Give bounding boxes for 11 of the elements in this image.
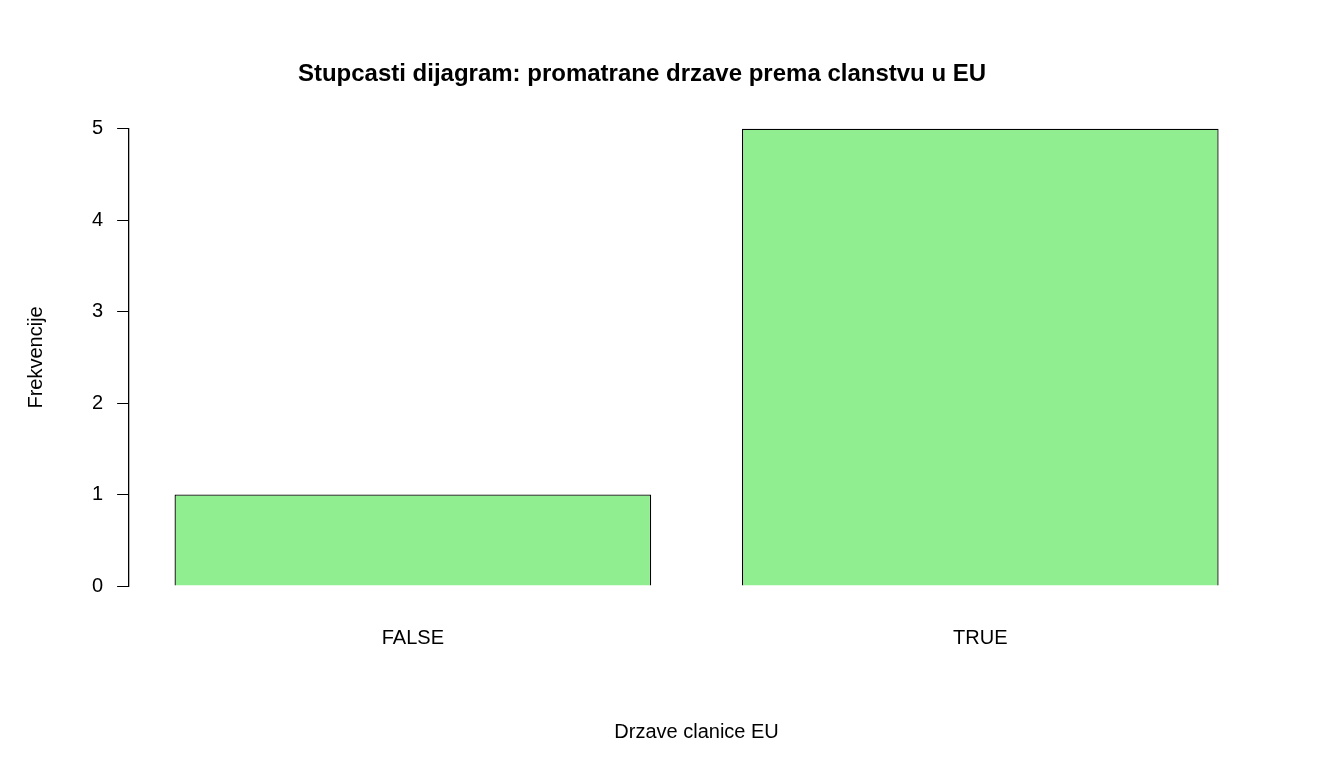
y-tick-label: 3 — [92, 299, 104, 322]
y-tick-label: 4 — [92, 207, 104, 230]
chart-title: Stupcasti dijagram: promatrane drzave prema clanstvu u EU — [297, 59, 987, 87]
x-tick-label: FALSE — [381, 625, 444, 648]
x-axis-title: Drzave clanice EU — [614, 719, 779, 742]
y-tick-label: 5 — [92, 116, 104, 139]
y-axis-title: Frekvencije — [23, 306, 46, 409]
y-tick-label: 1 — [92, 482, 104, 505]
y-tick-label: 0 — [92, 573, 104, 596]
x-tick-label: TRUE — [953, 625, 1008, 648]
y-tick-label: 2 — [92, 390, 104, 413]
